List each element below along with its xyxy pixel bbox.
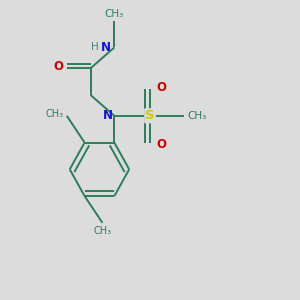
Text: O: O <box>156 138 166 151</box>
Text: CH₃: CH₃ <box>187 111 206 121</box>
Text: CH₃: CH₃ <box>93 226 112 236</box>
Text: O: O <box>156 81 166 94</box>
Text: N: N <box>101 41 111 54</box>
Text: CH₃: CH₃ <box>46 109 64 119</box>
Text: CH₃: CH₃ <box>105 9 124 19</box>
Text: S: S <box>145 109 155 122</box>
Text: O: O <box>54 60 64 73</box>
Text: N: N <box>103 109 113 122</box>
Text: H: H <box>91 43 99 52</box>
